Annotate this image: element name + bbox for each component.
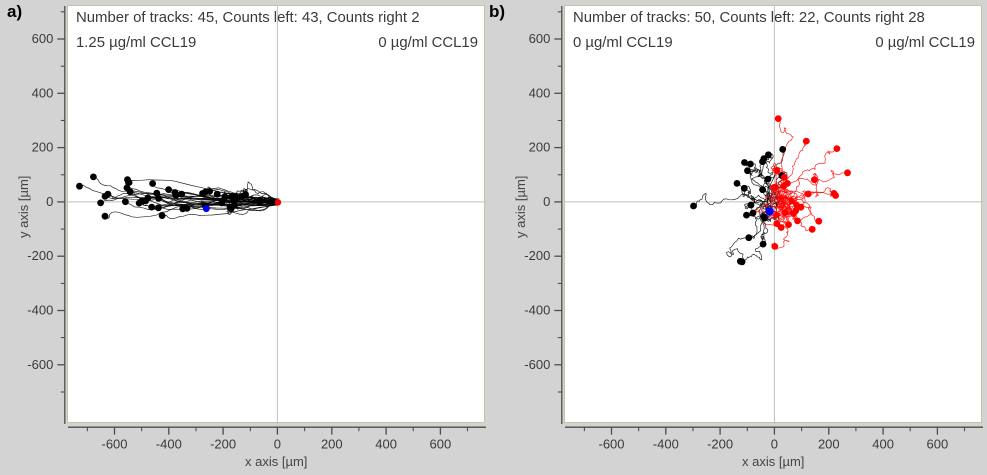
svg-text:Number of tracks: 45, Counts l: Number of tracks: 45, Counts left: 43, C… <box>76 10 419 26</box>
svg-text:-400: -400 <box>653 437 679 452</box>
svg-text:1.25 µg/ml CCL19: 1.25 µg/ml CCL19 <box>76 35 196 51</box>
svg-text:0: 0 <box>274 437 281 452</box>
svg-text:-600: -600 <box>101 437 127 452</box>
svg-text:-200: -200 <box>524 248 550 263</box>
svg-text:200: 200 <box>321 437 343 452</box>
svg-text:400: 400 <box>32 85 54 100</box>
svg-text:-400: -400 <box>27 303 53 318</box>
svg-text:200: 200 <box>818 437 840 452</box>
svg-text:-600: -600 <box>598 437 624 452</box>
svg-text:400: 400 <box>872 437 894 452</box>
svg-text:400: 400 <box>375 437 397 452</box>
svg-text:0 µg/ml CCL19: 0 µg/ml CCL19 <box>875 35 975 51</box>
svg-text:0: 0 <box>543 194 550 209</box>
svg-text:200: 200 <box>32 140 54 155</box>
svg-text:-400: -400 <box>156 437 182 452</box>
svg-text:-400: -400 <box>524 303 550 318</box>
svg-text:0: 0 <box>46 194 53 209</box>
svg-text:600: 600 <box>32 31 54 46</box>
svg-text:0 µg/ml CCL19: 0 µg/ml CCL19 <box>573 35 673 51</box>
svg-text:600: 600 <box>927 437 949 452</box>
svg-text:-600: -600 <box>27 357 53 372</box>
svg-text:200: 200 <box>529 140 551 155</box>
svg-text:600: 600 <box>529 31 551 46</box>
svg-text:-200: -200 <box>210 437 236 452</box>
svg-text:0 µg/ml CCL19: 0 µg/ml CCL19 <box>378 35 478 51</box>
svg-text:400: 400 <box>529 85 551 100</box>
svg-text:0: 0 <box>771 437 778 452</box>
svg-text:-600: -600 <box>524 357 550 372</box>
svg-text:-200: -200 <box>707 437 733 452</box>
svg-text:Number of tracks: 50, Counts l: Number of tracks: 50, Counts left: 22, C… <box>573 10 925 26</box>
svg-text:-200: -200 <box>27 248 53 263</box>
svg-text:600: 600 <box>430 437 452 452</box>
